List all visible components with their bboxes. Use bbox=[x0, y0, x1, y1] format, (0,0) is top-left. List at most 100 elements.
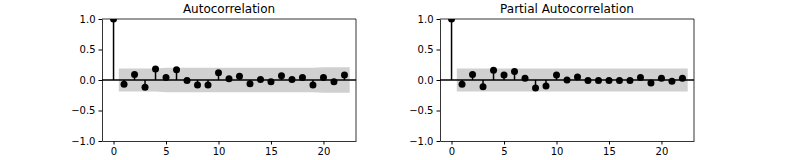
x-tick: 15 bbox=[265, 141, 278, 157]
marker bbox=[626, 77, 633, 84]
marker bbox=[637, 74, 644, 81]
y-tick: 0.0 bbox=[418, 75, 440, 86]
frame bbox=[694, 19, 695, 141]
x-tick-mark bbox=[557, 141, 558, 145]
y-tick-label: 0.5 bbox=[418, 44, 434, 55]
y-tick-mark bbox=[99, 80, 103, 81]
marker bbox=[267, 78, 274, 85]
marker bbox=[320, 74, 327, 81]
marker bbox=[288, 76, 295, 83]
y-tick-label: 1.0 bbox=[418, 14, 434, 25]
marker bbox=[543, 83, 550, 90]
marker bbox=[584, 77, 591, 84]
x-tick-label: 10 bbox=[213, 146, 226, 157]
x-tick-mark bbox=[504, 141, 505, 145]
y-tick: 0.5 bbox=[80, 44, 102, 55]
marker bbox=[501, 72, 508, 79]
frame bbox=[440, 19, 694, 20]
marker bbox=[121, 81, 128, 88]
marker bbox=[142, 84, 149, 91]
y-tick-mark bbox=[437, 80, 441, 81]
marker bbox=[299, 74, 306, 81]
x-tick-mark bbox=[271, 141, 272, 145]
chart: 0 5 10 15 20 −1.0 −0.5 0.0 0.5 1.0 Autocorrelation bbox=[71, 2, 356, 157]
stem bbox=[451, 19, 453, 80]
y-axis-line bbox=[440, 20, 441, 142]
x-tick-mark bbox=[323, 141, 324, 145]
y-tick: −0.5 bbox=[71, 105, 102, 116]
x-tick-mark bbox=[219, 141, 220, 145]
x-tick-label: 15 bbox=[603, 146, 616, 157]
y-tick: 0.5 bbox=[418, 44, 440, 55]
marker bbox=[616, 77, 623, 84]
y-tick: 0.0 bbox=[80, 75, 102, 86]
marker bbox=[564, 77, 571, 84]
marker bbox=[173, 66, 180, 73]
marker bbox=[511, 68, 518, 75]
y-tick-mark bbox=[437, 141, 441, 142]
stem bbox=[113, 19, 115, 80]
y-tick: −1.0 bbox=[71, 136, 102, 147]
y-tick-mark bbox=[99, 50, 103, 51]
y-tick-label: −1.0 bbox=[409, 136, 433, 147]
y-tick-label: 1.0 bbox=[80, 14, 96, 25]
y-axis: −1.0 −0.5 0.0 0.5 1.0 bbox=[409, 14, 440, 147]
y-tick: 1.0 bbox=[418, 14, 440, 25]
marker bbox=[668, 78, 675, 85]
y-tick: −1.0 bbox=[409, 136, 440, 147]
x-tick: 0 bbox=[449, 141, 455, 157]
marker bbox=[522, 75, 529, 82]
marker bbox=[574, 73, 581, 80]
y-tick-label: 0.5 bbox=[80, 44, 96, 55]
marker bbox=[309, 81, 316, 88]
x-axis: 0 5 10 15 20 bbox=[103, 141, 357, 157]
marker bbox=[341, 72, 348, 79]
x-tick-mark bbox=[609, 141, 610, 145]
marker bbox=[647, 80, 654, 87]
x-axis-line bbox=[441, 141, 695, 142]
y-tick-label: −0.5 bbox=[409, 105, 433, 116]
x-tick: 10 bbox=[551, 141, 564, 157]
y-tick-mark bbox=[99, 19, 103, 20]
marker bbox=[152, 66, 159, 73]
marker bbox=[330, 78, 337, 85]
x-tick: 5 bbox=[163, 141, 169, 157]
x-tick-label: 20 bbox=[318, 146, 331, 157]
marker bbox=[490, 67, 497, 74]
marker bbox=[595, 77, 602, 84]
marker bbox=[246, 80, 253, 87]
marker bbox=[480, 83, 487, 90]
x-tick: 15 bbox=[603, 141, 616, 157]
x-tick-label: 0 bbox=[111, 146, 117, 157]
x-tick-label: 15 bbox=[265, 146, 278, 157]
y-tick-mark bbox=[437, 50, 441, 51]
frame bbox=[356, 19, 357, 141]
x-tick: 20 bbox=[318, 141, 331, 157]
x-tick: 20 bbox=[656, 141, 669, 157]
x-tick-mark bbox=[166, 141, 167, 145]
marker bbox=[205, 81, 212, 88]
marker bbox=[131, 71, 138, 78]
chart: 0 5 10 15 20 −1.0 −0.5 0.0 0.5 1.0 Partial Autocor… bbox=[409, 2, 694, 157]
y-axis-line bbox=[102, 20, 103, 142]
y-tick: −0.5 bbox=[409, 105, 440, 116]
plot-area bbox=[440, 19, 694, 92]
x-axis: 0 5 10 15 20 bbox=[441, 141, 695, 157]
y-tick-mark bbox=[99, 111, 103, 112]
x-tick: 0 bbox=[111, 141, 117, 157]
title: Autocorrelation bbox=[183, 2, 275, 16]
x-tick-label: 0 bbox=[449, 146, 455, 157]
x-tick-mark bbox=[114, 141, 115, 145]
marker bbox=[553, 72, 560, 79]
marker bbox=[215, 69, 222, 76]
x-tick-mark bbox=[452, 141, 453, 145]
marker bbox=[257, 76, 264, 83]
marker bbox=[226, 75, 233, 82]
x-tick: 5 bbox=[501, 141, 507, 157]
x-tick-label: 5 bbox=[501, 146, 507, 157]
y-tick: 1.0 bbox=[80, 14, 102, 25]
y-axis: −1.0 −0.5 0.0 0.5 1.0 bbox=[71, 14, 102, 147]
marker bbox=[163, 74, 170, 81]
x-axis-line bbox=[103, 141, 357, 142]
title: Partial Autocorrelation bbox=[500, 2, 634, 16]
